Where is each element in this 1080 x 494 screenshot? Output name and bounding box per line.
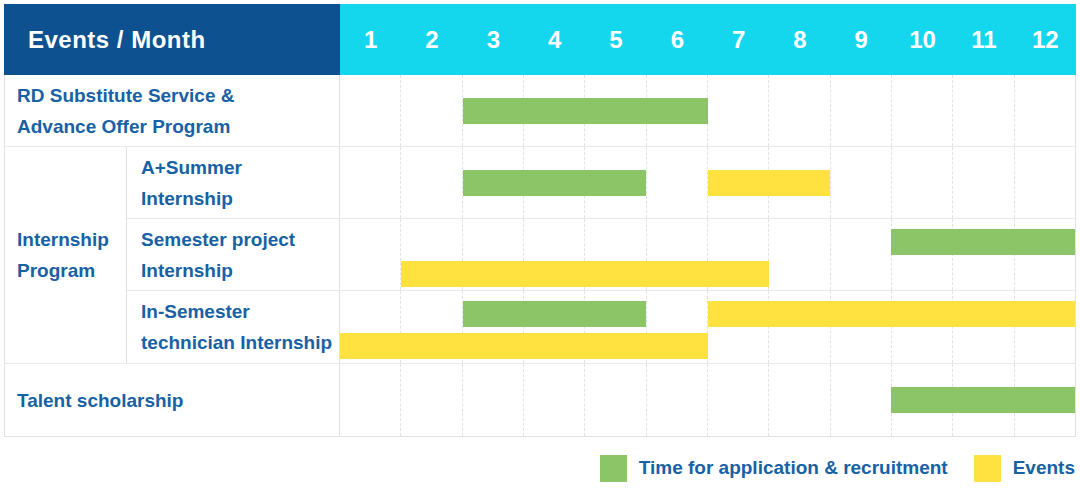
yellow-gantt-bar xyxy=(708,301,1076,327)
green-swatch-icon xyxy=(600,455,627,482)
row-label: RD Substitute Service & Advance Offer Pr… xyxy=(17,80,235,142)
month-header-cell: 6 xyxy=(647,4,708,75)
legend-item-recruitment: Time for application & recruitment xyxy=(600,455,948,482)
yellow-swatch-icon xyxy=(974,455,1001,482)
row-talent-scholarship: Talent scholarship xyxy=(5,364,1075,436)
legend: Time for application & recruitment Event… xyxy=(600,452,1075,484)
legend-item-events: Events xyxy=(974,455,1075,482)
month-header-cell: 8 xyxy=(769,4,830,75)
month-header-cell: 9 xyxy=(831,4,892,75)
month-header-cell: 10 xyxy=(892,4,953,75)
legend-label: Time for application & recruitment xyxy=(639,457,948,479)
month-header-cell: 11 xyxy=(953,4,1014,75)
green-gantt-bar xyxy=(463,301,647,327)
group-label: Internship Program xyxy=(17,224,109,286)
green-gantt-bar xyxy=(463,98,708,124)
table-body: RD Substitute Service & Advance Offer Pr… xyxy=(4,75,1076,437)
month-header-cell: 12 xyxy=(1015,4,1076,75)
row-label-cell: Semester project Internship xyxy=(127,219,340,290)
green-gantt-bar xyxy=(891,387,1075,413)
group-label-cell: Internship Program xyxy=(5,147,127,363)
group-rows: A+Summer Internship Semester project Int… xyxy=(127,147,1075,363)
green-gantt-bar xyxy=(891,229,1075,255)
row-in-semester-technician-internship: In-Semester technician Internship xyxy=(127,291,1075,363)
corner-header-label: Events / Month xyxy=(28,26,206,54)
group-internship-program: Internship Program A+Summer Internship xyxy=(5,147,1075,364)
row-label: Semester project Internship xyxy=(141,224,295,286)
row-rd-substitute: RD Substitute Service & Advance Offer Pr… xyxy=(5,75,1075,147)
month-header-cell: 3 xyxy=(463,4,524,75)
table-header-row: Events / Month 1 2 3 4 5 6 7 8 9 10 11 1… xyxy=(4,4,1076,75)
timeline-area xyxy=(340,291,1075,363)
bars-layer xyxy=(340,147,1075,218)
row-label: A+Summer Internship xyxy=(141,152,242,214)
row-label: In-Semester technician Internship xyxy=(141,296,332,358)
yellow-gantt-bar xyxy=(708,170,831,196)
schedule-table: Events / Month 1 2 3 4 5 6 7 8 9 10 11 1… xyxy=(4,4,1076,437)
row-a-summer-internship: A+Summer Internship xyxy=(127,147,1075,219)
month-header-cell: 5 xyxy=(585,4,646,75)
row-label-cell: In-Semester technician Internship xyxy=(127,291,340,363)
month-header-row: 1 2 3 4 5 6 7 8 9 10 11 12 xyxy=(340,4,1076,75)
row-label: Talent scholarship xyxy=(17,385,183,416)
month-header-cell: 1 xyxy=(340,4,401,75)
row-label-cell: RD Substitute Service & Advance Offer Pr… xyxy=(5,75,340,146)
row-semester-project-internship: Semester project Internship xyxy=(127,219,1075,291)
corner-header-cell: Events / Month xyxy=(4,4,340,75)
yellow-gantt-bar xyxy=(401,261,769,287)
green-gantt-bar xyxy=(463,170,647,196)
timeline-area xyxy=(340,147,1075,218)
bars-layer xyxy=(340,219,1075,290)
row-label-cell: Talent scholarship xyxy=(5,364,340,436)
timeline-area xyxy=(340,219,1075,290)
timeline-area xyxy=(340,75,1075,146)
month-header-cell: 7 xyxy=(708,4,769,75)
bars-layer xyxy=(340,75,1075,146)
bars-layer xyxy=(340,364,1075,436)
month-header-cell: 4 xyxy=(524,4,585,75)
timeline-area xyxy=(340,364,1075,436)
bars-layer xyxy=(340,291,1075,363)
legend-label: Events xyxy=(1013,457,1075,479)
row-label-cell: A+Summer Internship xyxy=(127,147,340,218)
month-header-cell: 2 xyxy=(401,4,462,75)
yellow-gantt-bar xyxy=(340,333,708,359)
gantt-schedule-page: Events / Month 1 2 3 4 5 6 7 8 9 10 11 1… xyxy=(0,0,1080,494)
